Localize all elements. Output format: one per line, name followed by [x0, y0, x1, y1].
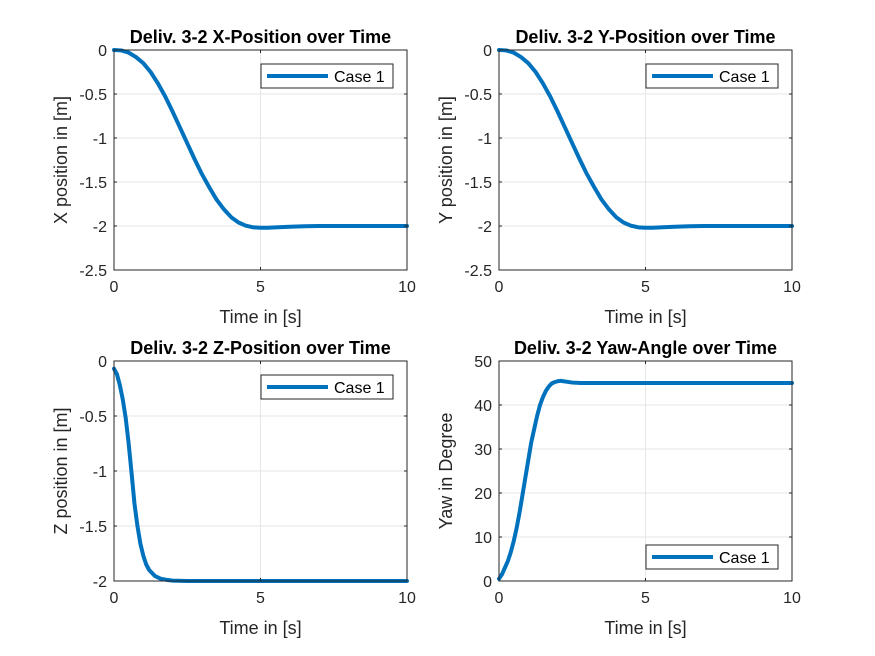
series-line-case-1	[112, 48, 409, 230]
y-tick-label: -1.5	[79, 519, 107, 536]
chart-title: Deliv. 3-2 Yaw-Angle over Time	[514, 338, 777, 358]
series-line-case-1	[497, 378, 794, 581]
legend: Case 1	[645, 544, 779, 570]
series-line-case-1	[497, 48, 794, 230]
y-tick-label: 0	[98, 43, 107, 60]
y-tick-label: 20	[474, 486, 492, 503]
y-tick-label: -2.5	[79, 263, 107, 280]
legend-entry-label: Case 1	[719, 69, 770, 86]
chart-panel-2: 0 5 10 0 -0.5 -1 -1.5 -2 -2.5 Deliv. 3-2 Y-Positi…	[436, 27, 801, 327]
x-tick-label: 5	[256, 279, 265, 296]
y-tick-label: -0.5	[464, 87, 492, 104]
y-tick-label: 10	[474, 530, 492, 547]
chart-panel-3: 0 5 10 0 -0.5 -1 -1.5 -2 Deliv. 3-2 Z-Position o…	[51, 338, 416, 638]
y-axis-label: Y position in [m]	[436, 96, 456, 224]
chart-title: Deliv. 3-2 Z-Position over Time	[130, 338, 390, 358]
y-tick-label: 0	[483, 43, 492, 60]
y-tick-label: -0.5	[79, 409, 107, 426]
x-tick-label: 10	[398, 279, 416, 296]
x-tick-label: 10	[783, 590, 801, 607]
x-tick-label: 10	[398, 590, 416, 607]
x-axis-label: Time in [s]	[219, 618, 301, 638]
y-tick-label: 50	[474, 354, 492, 371]
legend: Case 1	[260, 374, 394, 400]
y-axis-label: Z position in [m]	[51, 407, 71, 534]
x-tick-label: 10	[783, 279, 801, 296]
x-tick-label: 0	[110, 590, 119, 607]
y-tick-label: -1.5	[79, 175, 107, 192]
chart-title: Deliv. 3-2 Y-Position over Time	[515, 27, 775, 47]
y-tick-label: 30	[474, 442, 492, 459]
y-tick-label: -1.5	[464, 175, 492, 192]
legend: Case 1	[260, 63, 394, 89]
legend-entry-label: Case 1	[334, 69, 385, 86]
chart-panel-1: 0 5 10 0 -0.5 -1 -1.5 -2 -2.5 Deliv. 3-2 X-Positi…	[51, 27, 416, 327]
y-tick-label: 0	[98, 354, 107, 371]
y-axis-label: X position in [m]	[51, 96, 71, 224]
x-axis-label: Time in [s]	[604, 618, 686, 638]
y-tick-label: 0	[483, 574, 492, 591]
y-tick-label: -1	[93, 131, 107, 148]
x-tick-label: 5	[641, 279, 650, 296]
y-tick-label: -2	[93, 574, 107, 591]
legend-entry-label: Case 1	[334, 380, 385, 397]
y-tick-label: -1	[93, 464, 107, 481]
y-tick-label: -0.5	[79, 87, 107, 104]
y-tick-label: -2	[93, 219, 107, 236]
x-axis-label: Time in [s]	[604, 307, 686, 327]
legend: Case 1	[645, 63, 779, 89]
y-axis-label: Yaw in Degree	[436, 413, 456, 530]
chart-title: Deliv. 3-2 X-Position over Time	[130, 27, 391, 47]
y-tick-label: 40	[474, 398, 492, 415]
y-tick-label: -2	[478, 219, 492, 236]
legend-entry-label: Case 1	[719, 550, 770, 567]
chart-panel-4: 0 5 10 0 10 20 30 40 50 Deliv. 3-2 Yaw-Angle over…	[436, 338, 801, 638]
x-axis-label: Time in [s]	[219, 307, 301, 327]
x-tick-label: 5	[641, 590, 650, 607]
x-tick-label: 5	[256, 590, 265, 607]
x-tick-label: 0	[110, 279, 119, 296]
y-tick-label: -2.5	[464, 263, 492, 280]
x-tick-label: 0	[495, 279, 504, 296]
x-tick-label: 0	[495, 590, 504, 607]
y-tick-label: -1	[478, 131, 492, 148]
